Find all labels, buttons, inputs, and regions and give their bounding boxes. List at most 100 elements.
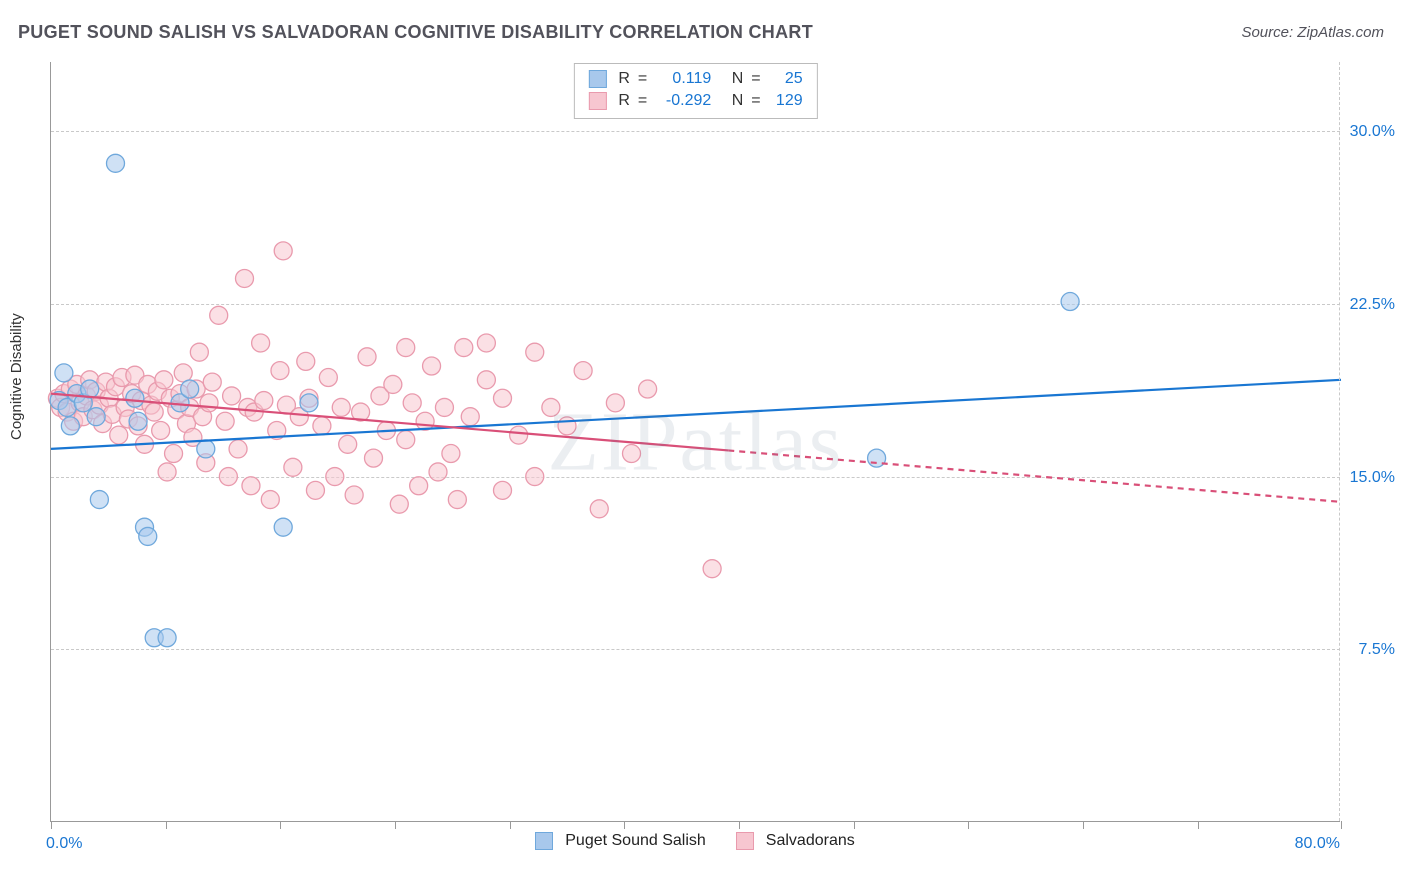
y-tick-label: 30.0% <box>1350 123 1395 141</box>
stat-eq: = <box>638 92 647 110</box>
x-tick <box>1198 821 1199 829</box>
data-point <box>107 154 125 172</box>
data-point <box>190 343 208 361</box>
data-point <box>297 352 315 370</box>
stat-eq: = <box>751 92 760 110</box>
stat-eq: = <box>751 70 760 88</box>
data-point <box>55 364 73 382</box>
data-point <box>606 394 624 412</box>
data-point <box>90 491 108 509</box>
data-point <box>1061 293 1079 311</box>
x-tick <box>510 821 511 829</box>
stats-row-1: R = 0.119 N = 25 <box>588 68 802 90</box>
x-tick <box>1083 821 1084 829</box>
data-point <box>332 398 350 416</box>
stat-r-label: R <box>618 70 630 88</box>
data-point <box>423 357 441 375</box>
y-axis-title: Cognitive Disability <box>8 313 25 440</box>
stat-r-label: R <box>618 92 630 110</box>
data-point <box>145 403 163 421</box>
legend-label-1: Puget Sound Salish <box>565 832 706 850</box>
legend-item-2: Salvadorans <box>736 832 855 850</box>
data-point <box>271 362 289 380</box>
trend-line <box>728 450 1341 501</box>
legend-item-1: Puget Sound Salish <box>535 832 706 850</box>
data-point <box>574 362 592 380</box>
stat-n-value-2: 129 <box>769 92 803 110</box>
x-tick <box>624 821 625 829</box>
data-point <box>358 348 376 366</box>
data-point <box>236 269 254 287</box>
data-point <box>590 500 608 518</box>
swatch-series2-legend <box>736 832 754 850</box>
data-point <box>284 458 302 476</box>
data-point <box>345 486 363 504</box>
series-legend: Puget Sound Salish Salvadorans <box>50 832 1340 850</box>
data-point <box>306 481 324 499</box>
data-point <box>526 468 544 486</box>
stats-row-2: R = -0.292 N = 129 <box>588 90 802 112</box>
data-point <box>410 477 428 495</box>
data-point <box>339 435 357 453</box>
data-point <box>623 445 641 463</box>
scatter-svg <box>51 62 1340 821</box>
data-point <box>155 371 173 389</box>
data-point <box>174 364 192 382</box>
data-point <box>403 394 421 412</box>
data-point <box>274 242 292 260</box>
data-point <box>165 445 183 463</box>
data-point <box>448 491 466 509</box>
data-point <box>203 373 221 391</box>
stats-box: R = 0.119 N = 25 R = -0.292 N = 129 <box>573 63 817 119</box>
data-point <box>223 387 241 405</box>
data-point <box>200 394 218 412</box>
data-point <box>110 426 128 444</box>
data-point <box>494 389 512 407</box>
data-point <box>542 398 560 416</box>
stat-r-value-2: -0.292 <box>655 92 711 110</box>
data-point <box>365 449 383 467</box>
data-point <box>255 392 273 410</box>
data-point <box>477 334 495 352</box>
chart-title: PUGET SOUND SALISH VS SALVADORAN COGNITI… <box>18 22 813 43</box>
x-tick <box>280 821 281 829</box>
y-tick-label: 7.5% <box>1359 641 1395 659</box>
data-point <box>152 421 170 439</box>
data-point <box>87 408 105 426</box>
data-point <box>261 491 279 509</box>
x-tick <box>51 821 52 829</box>
data-point <box>181 380 199 398</box>
data-point <box>397 431 415 449</box>
x-tick <box>1341 821 1342 829</box>
y-tick-label: 22.5% <box>1350 296 1395 314</box>
data-point <box>197 440 215 458</box>
source-label: Source: ZipAtlas.com <box>1241 24 1384 41</box>
x-tick <box>395 821 396 829</box>
x-tick <box>739 821 740 829</box>
data-point <box>639 380 657 398</box>
x-tick <box>854 821 855 829</box>
data-point <box>126 389 144 407</box>
stat-r-value-1: 0.119 <box>655 70 711 88</box>
data-point <box>158 629 176 647</box>
y-tick-label: 15.0% <box>1350 469 1395 487</box>
data-point <box>494 481 512 499</box>
data-point <box>61 417 79 435</box>
data-point <box>510 426 528 444</box>
data-point <box>210 306 228 324</box>
data-point <box>300 394 318 412</box>
legend-label-2: Salvadorans <box>766 832 855 850</box>
data-point <box>139 527 157 545</box>
data-point <box>252 334 270 352</box>
stat-eq: = <box>638 70 647 88</box>
stat-n-value-1: 25 <box>769 70 803 88</box>
data-point <box>455 339 473 357</box>
chart-container: PUGET SOUND SALISH VS SALVADORAN COGNITI… <box>0 0 1406 892</box>
data-point <box>313 417 331 435</box>
swatch-series1 <box>588 70 606 88</box>
data-point <box>703 560 721 578</box>
data-point <box>384 375 402 393</box>
plot-area: 7.5%15.0%22.5%30.0% ZIPatlas R = 0.119 N… <box>50 62 1340 822</box>
data-point <box>429 463 447 481</box>
data-point <box>326 468 344 486</box>
